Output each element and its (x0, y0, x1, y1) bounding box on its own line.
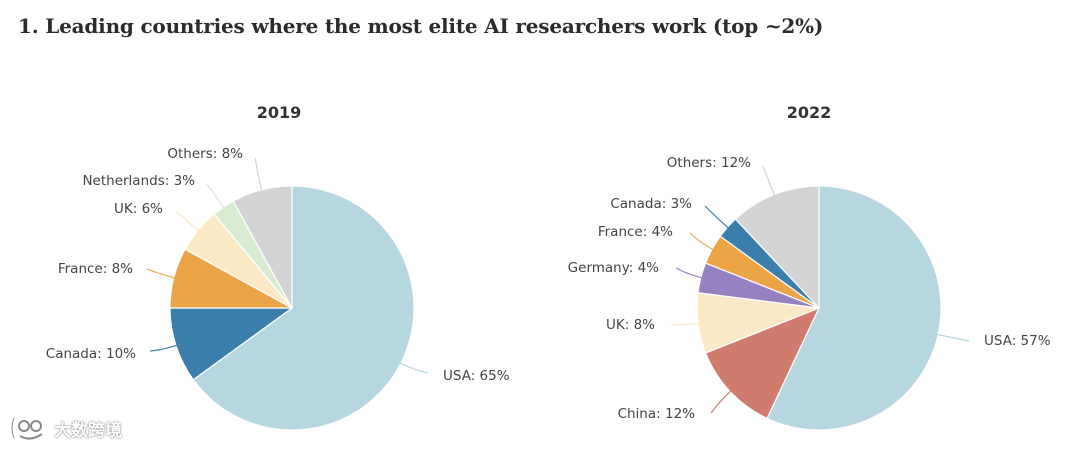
slice-label-2022-china: China: 12% (618, 406, 696, 422)
slice-label-2022-canada: Canada: 3% (610, 196, 692, 212)
slice-label-2022-uk: UK: 8% (606, 317, 655, 333)
slice-label-2022-usa: USA: 57% (984, 333, 1051, 349)
slice-label-2019-france: France: 8% (58, 261, 133, 277)
connector-2019-others (254, 157, 264, 194)
chart-title-2022: 2022 (787, 103, 832, 122)
slice-label-2022-france: France: 4% (598, 224, 673, 240)
connector-2022-germany (675, 267, 705, 280)
connector-2019-canada (149, 343, 180, 352)
connector-2019-uk (176, 211, 202, 234)
slice-label-2019-others: Others: 8% (167, 146, 243, 162)
connector-2019-france (146, 268, 178, 280)
watermark-logo-icon (10, 417, 43, 440)
connector-2022-canada (704, 205, 731, 231)
slice-label-2022-germany: Germany: 4% (568, 260, 659, 276)
page-title: 1. Leading countries where the most elit… (18, 14, 824, 38)
slice-label-2019-canada: Canada: 10% (46, 346, 136, 362)
connector-2022-usa (934, 333, 970, 342)
connector-2022-china (710, 388, 734, 414)
watermark-text: 大数跨境 (54, 420, 122, 441)
connector-2019-usa (396, 361, 429, 374)
connector-2022-others (762, 165, 777, 199)
slice-label-2019-netherlands: Netherlands: 3% (82, 173, 195, 189)
slice-label-2022-others: Others: 12% (667, 155, 751, 171)
slice-label-2019-uk: UK: 6% (114, 201, 163, 217)
watermark: 大数跨境 (8, 414, 122, 442)
connector-2019-netherlands (206, 183, 227, 211)
pie-2022: USA: 57% China: 12% UK: 8% Germany: 4% Franc… (568, 155, 1051, 431)
connector-2022-france (689, 232, 716, 252)
connector-2022-uk (670, 322, 703, 326)
chart-title-2019: 2019 (257, 103, 302, 122)
pie-2019: USA: 65% Canada: 10% France: 8% UK: 6% Nethe… (46, 146, 510, 431)
slice-label-2019-usa: USA: 65% (443, 368, 510, 384)
